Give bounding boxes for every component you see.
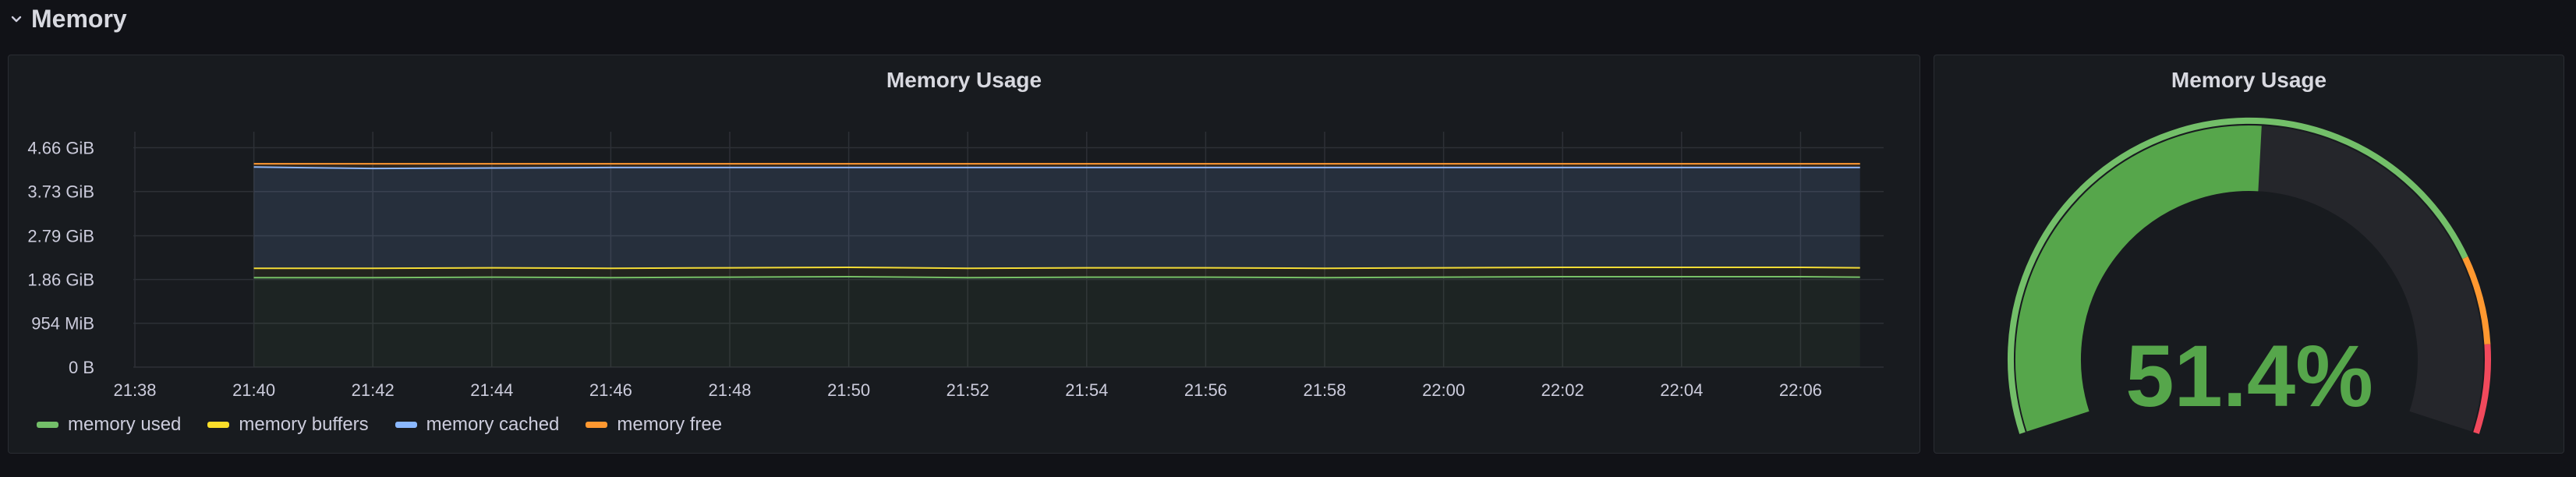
gauge-value-text: 51.4% xyxy=(2125,327,2373,425)
gauge-chart: 51.4% xyxy=(2008,117,2491,434)
row-title: Memory xyxy=(31,4,127,33)
x-tick-label: 21:56 xyxy=(1184,380,1227,398)
chevron-down-icon[interactable] xyxy=(8,10,25,27)
x-tick-label: 22:04 xyxy=(1660,380,1703,398)
y-tick-label: 3.73 GiB xyxy=(27,182,94,202)
x-tick-label: 22:02 xyxy=(1541,380,1584,398)
x-tick-label: 22:00 xyxy=(1422,380,1465,398)
y-tick-label: 954 MiB xyxy=(31,314,94,334)
x-tick-label: 21:38 xyxy=(113,380,156,398)
y-tick-label: 0 B xyxy=(69,358,94,377)
threshold-ring-crit xyxy=(2473,344,2491,434)
legend-label: memory used xyxy=(68,414,182,435)
legend-label: memory cached xyxy=(426,414,560,435)
series-area-memory-cached xyxy=(253,167,1860,269)
y-tick-label: 2.79 GiB xyxy=(27,226,94,246)
series-area-memory-used xyxy=(253,277,1860,367)
gauge-value-fill xyxy=(2015,125,2262,432)
x-tick-label: 21:44 xyxy=(470,380,513,398)
legend-swatch xyxy=(207,422,230,428)
x-tick-label: 21:40 xyxy=(232,380,275,398)
x-tick-label: 21:50 xyxy=(827,380,870,398)
chart-legend: memory used memory buffers memory cached me… xyxy=(37,414,722,436)
threshold-ring-base xyxy=(2008,117,2468,434)
legend-label: memory buffers xyxy=(239,414,369,435)
legend-item[interactable]: memory used xyxy=(37,414,181,436)
row-header-memory[interactable]: Memory xyxy=(8,0,127,37)
legend-swatch xyxy=(586,422,608,428)
y-tick-label: 4.66 GiB xyxy=(27,139,94,158)
x-tick-label: 21:42 xyxy=(352,380,395,398)
x-tick-label: 21:46 xyxy=(589,380,632,398)
legend-item[interactable]: memory free xyxy=(586,414,722,436)
threshold-ring-warn xyxy=(2462,256,2491,345)
series-area-memory-free xyxy=(253,164,1860,169)
y-tick-label: 1.86 GiB xyxy=(27,270,94,290)
series-line-memory-buffers xyxy=(253,266,1860,270)
panel-title[interactable]: Memory Usage xyxy=(2171,68,2327,92)
memory-usage-timeseries-panel[interactable]: Memory Usage 4.66 GiB 3.73 GiB 2.79 GiB 1.8… xyxy=(8,55,1920,454)
series-line-memory-cached xyxy=(253,166,1860,170)
series-area-memory-buffers xyxy=(253,267,1860,278)
legend-item[interactable]: memory buffers xyxy=(207,414,369,436)
x-tick-label: 21:54 xyxy=(1065,380,1108,398)
x-tick-label: 22:06 xyxy=(1779,380,1822,398)
x-tick-label: 21:48 xyxy=(708,380,751,398)
legend-label: memory free xyxy=(617,414,723,435)
legend-swatch xyxy=(37,422,58,428)
timeseries-chart: 4.66 GiB 3.73 GiB 2.79 GiB 1.86 GiB 954 MiB 0… xyxy=(27,132,1884,398)
legend-item[interactable]: memory cached xyxy=(395,414,560,436)
x-tick-label: 21:58 xyxy=(1303,380,1346,398)
x-tick-label: 21:52 xyxy=(947,380,989,398)
memory-usage-gauge-panel[interactable]: Memory Usage 51.4% xyxy=(1934,55,2564,454)
panel-title[interactable]: Memory Usage xyxy=(886,68,1042,92)
legend-swatch xyxy=(395,422,417,428)
